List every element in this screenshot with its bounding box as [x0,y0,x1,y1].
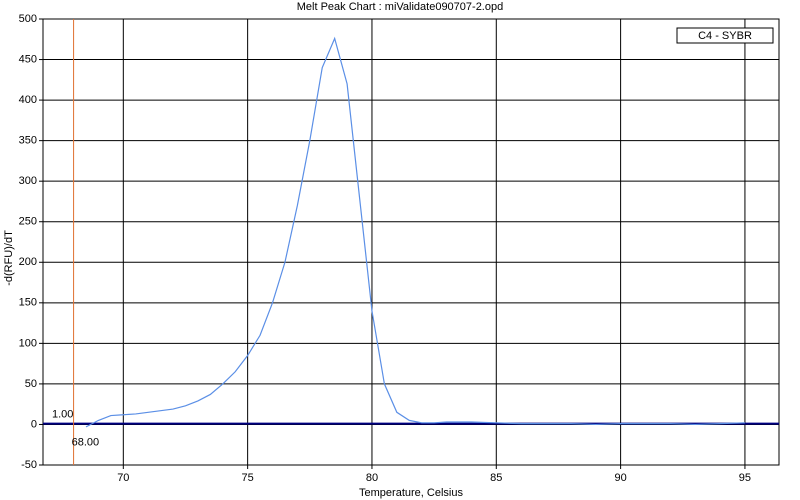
x-axis-label: Temperature, Celsius [359,487,463,499]
y-tick-label: 400 [19,94,37,106]
x-tick-label: 95 [739,472,751,484]
chart-title: Melt Peak Chart : miValidate090707-2.opd [297,1,503,13]
legend-label: C4 - SYBR [698,30,752,42]
x-tick-label: 70 [117,472,129,484]
threshold-label-y: 1.00 [52,409,73,421]
x-tick-label: 85 [490,472,502,484]
legend-box [676,27,774,44]
y-tick-label: 200 [19,256,37,268]
data-line [85,36,745,428]
y-tick-label: 350 [19,135,37,147]
threshold-label-x: 68.00 [72,437,100,449]
x-tick-label: 90 [614,472,626,484]
x-tick-label: 75 [242,472,254,484]
y-tick-label: 0 [31,418,37,430]
y-tick-label: 450 [19,53,37,65]
y-tick-label: 50 [25,378,37,390]
y-tick-label: 150 [19,297,37,309]
x-tick-label: 80 [366,472,378,484]
y-axis-label: -d(RFU)/dT [3,230,15,286]
y-tick-label: -50 [21,459,37,471]
plot-frame [42,18,780,466]
y-tick-label: 100 [19,337,37,349]
y-tick-label: 300 [19,175,37,187]
y-tick-label: 500 [19,13,37,25]
y-tick-label: 250 [19,216,37,228]
